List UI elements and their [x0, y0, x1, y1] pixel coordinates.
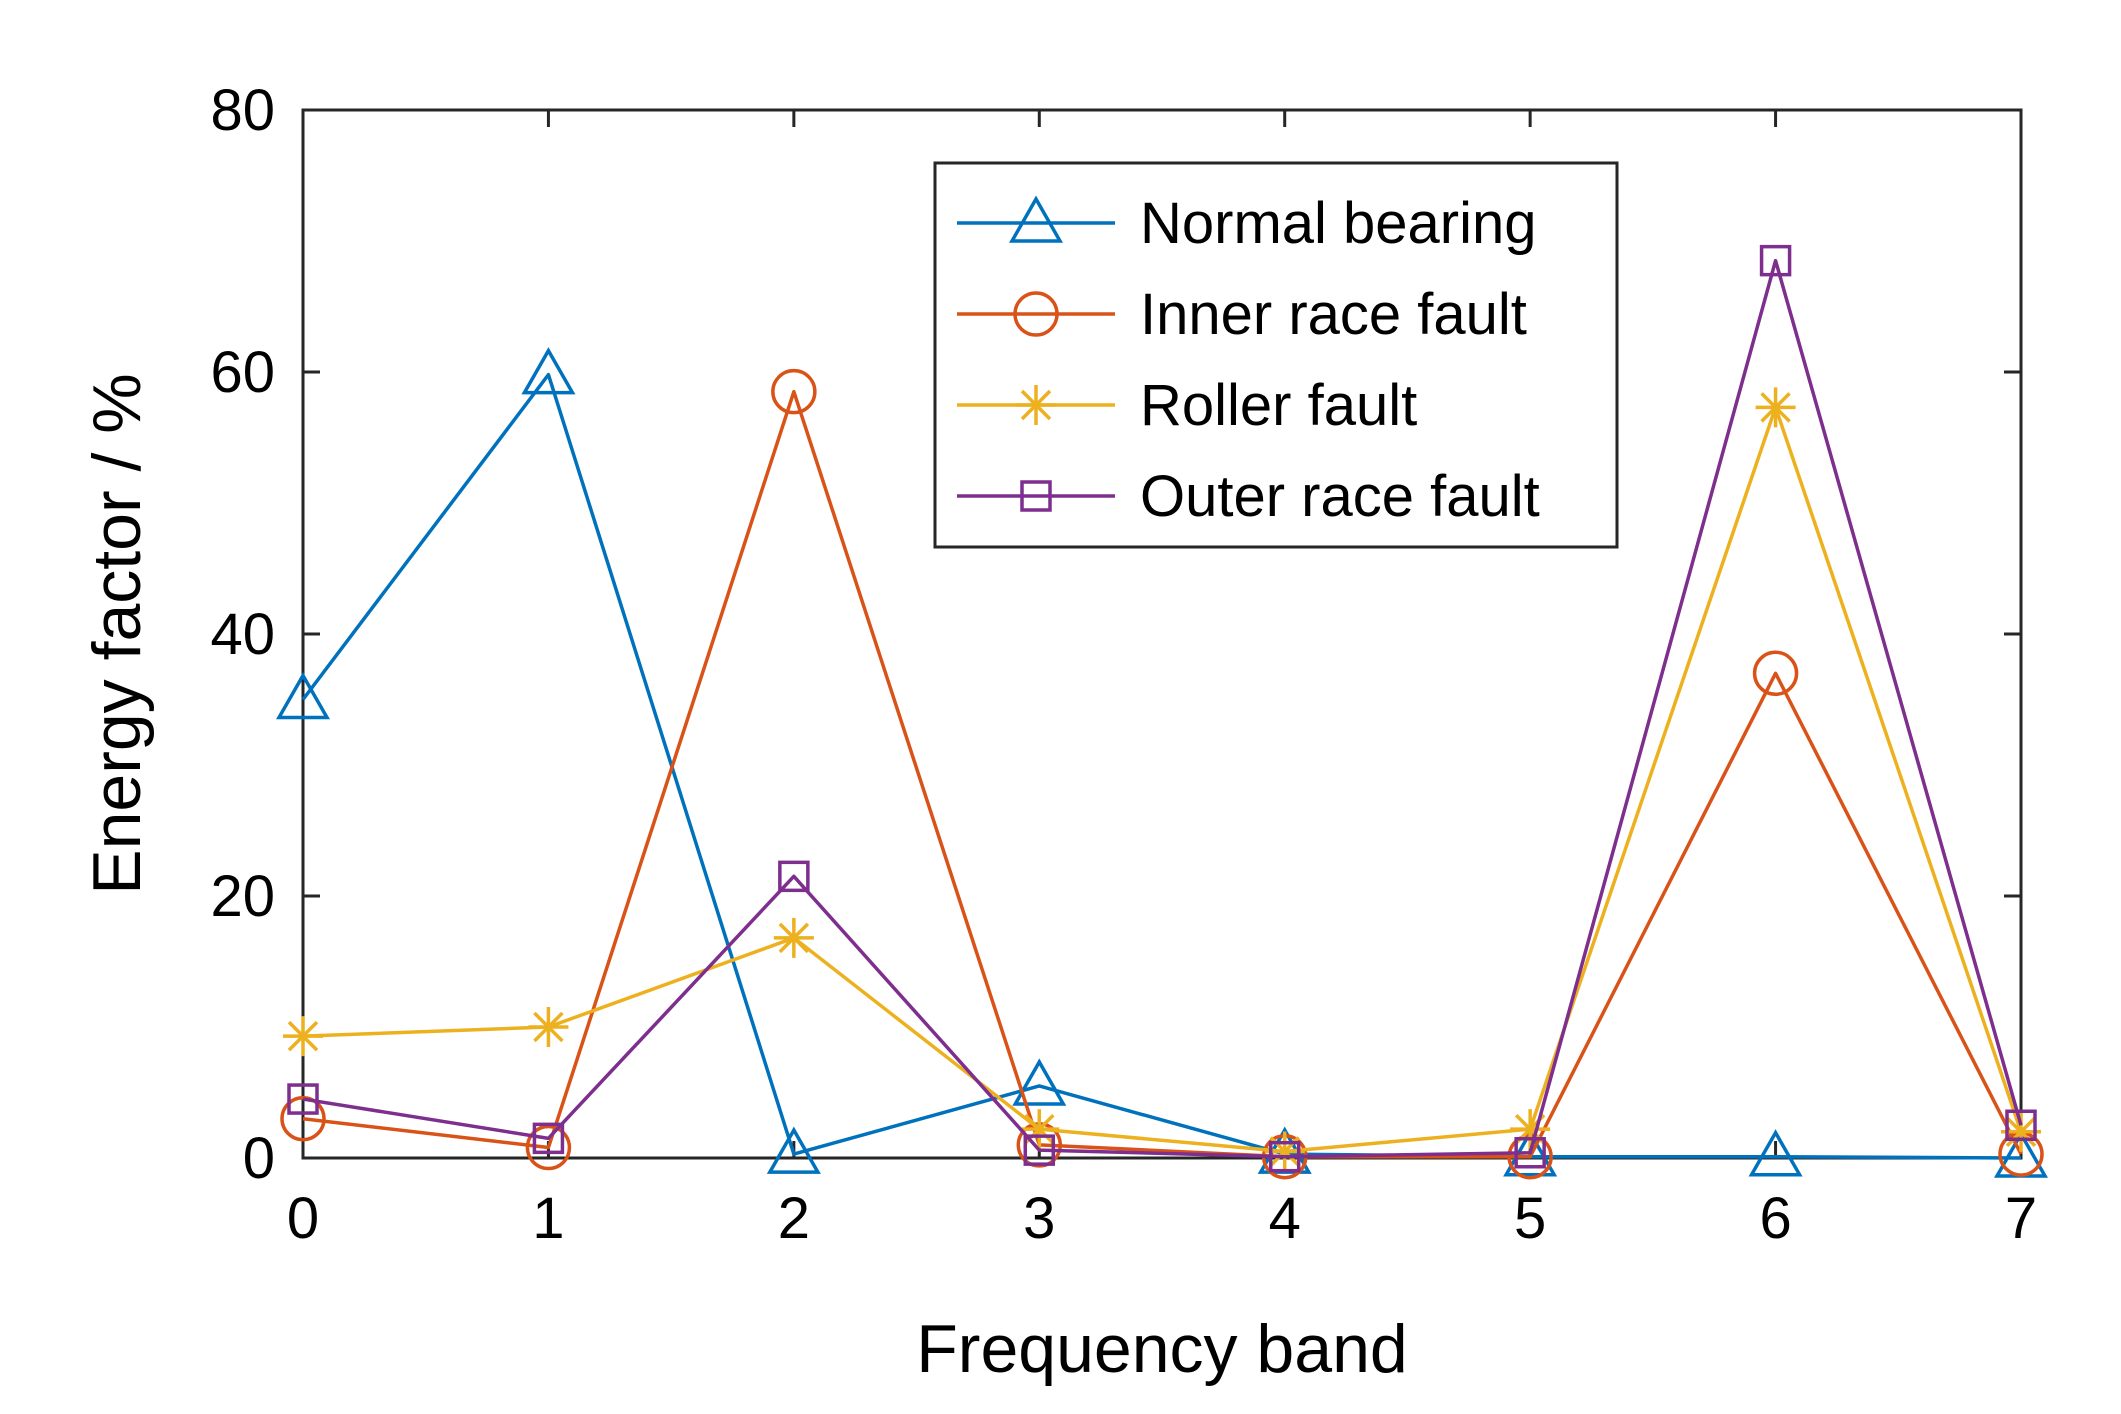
y-tick-label: 0 — [243, 1126, 275, 1191]
x-axis-label: Frequency band — [916, 1311, 1407, 1387]
data-point-roller-fault — [283, 1016, 323, 1057]
legend-item-inner-race-fault: Inner race fault — [957, 282, 1527, 347]
series-line-normal-bearing — [301, 372, 2022, 1160]
legend-items: Normal bearing Inner race fault Roller fau… — [957, 191, 1540, 529]
series-inner-race-fault — [280, 368, 2044, 1180]
data-point-normal-bearing — [275, 671, 331, 720]
series-line-roller-fault — [302, 405, 2023, 1154]
data-point-roller-fault — [773, 917, 814, 958]
series-outer-race-fault — [287, 244, 2037, 1173]
x-tick-labels: 0 1 2 3 4 5 6 7 — [287, 1186, 2037, 1251]
data-point-inner-race-fault — [771, 368, 817, 415]
series-roller-fault — [283, 387, 2041, 1172]
y-tick-label: 80 — [210, 78, 275, 143]
y-tick-label: 60 — [210, 340, 275, 405]
y-tick-label: 40 — [210, 602, 275, 667]
series-layer — [275, 244, 2049, 1180]
data-point-inner-race-fault — [525, 1124, 572, 1171]
data-point-outer-race-fault — [778, 860, 810, 893]
legend-marker — [1016, 385, 1056, 425]
data-point-roller-fault — [528, 1007, 569, 1047]
data-point-roller-fault — [2001, 1111, 2041, 1152]
x-tick-label: 6 — [1759, 1186, 1791, 1251]
data-point-outer-race-fault — [2005, 1109, 2037, 1141]
legend-label: Inner race fault — [1140, 282, 1527, 347]
legend-label: Roller fault — [1140, 373, 1417, 438]
x-tick-label: 2 — [778, 1186, 810, 1251]
data-point-outer-race-fault — [1514, 1137, 1546, 1169]
data-point-outer-race-fault — [532, 1122, 565, 1155]
y-axis-label: Energy factor / % — [79, 373, 155, 895]
legend-item-roller-fault: Roller fault — [957, 373, 1417, 438]
legend-label: Normal bearing — [1140, 191, 1537, 256]
data-point-inner-race-fault — [280, 1095, 326, 1142]
data-point-outer-race-fault — [1023, 1134, 1056, 1166]
x-tick-label: 4 — [1269, 1186, 1301, 1251]
x-tick-label: 0 — [287, 1186, 319, 1251]
series-line-inner-race-fault — [302, 389, 2023, 1159]
x-tick-label: 5 — [1514, 1186, 1546, 1251]
legend-item-normal-bearing: Normal bearing — [957, 191, 1537, 256]
y-tick-labels: 0 20 40 60 80 — [210, 78, 275, 1191]
data-point-outer-race-fault — [1268, 1140, 1301, 1173]
data-point-normal-bearing — [1012, 1058, 1067, 1106]
data-point-normal-bearing — [1748, 1129, 1803, 1177]
y-tick-label: 20 — [210, 864, 275, 929]
data-point-inner-race-fault — [1752, 650, 1799, 697]
x-tick-label: 1 — [532, 1186, 564, 1251]
x-tick-label: 7 — [2005, 1186, 2037, 1251]
legend-marker — [1013, 291, 1059, 337]
data-point-roller-fault — [1755, 387, 1796, 428]
legend-marker — [1008, 195, 1064, 243]
data-point-normal-bearing — [766, 1126, 821, 1174]
data-point-outer-race-fault — [1759, 244, 1792, 277]
legend: Normal bearing Inner race fault Roller fau… — [933, 161, 1619, 549]
x-tick-label: 3 — [1023, 1186, 1055, 1251]
data-point-outer-race-fault — [287, 1083, 319, 1115]
data-point-normal-bearing — [521, 347, 576, 395]
legend-item-outer-race-fault: Outer race fault — [957, 464, 1540, 529]
legend-label: Outer race fault — [1140, 464, 1540, 529]
legend-marker — [1020, 480, 1052, 512]
series-line-outer-race-fault — [302, 258, 2023, 1159]
